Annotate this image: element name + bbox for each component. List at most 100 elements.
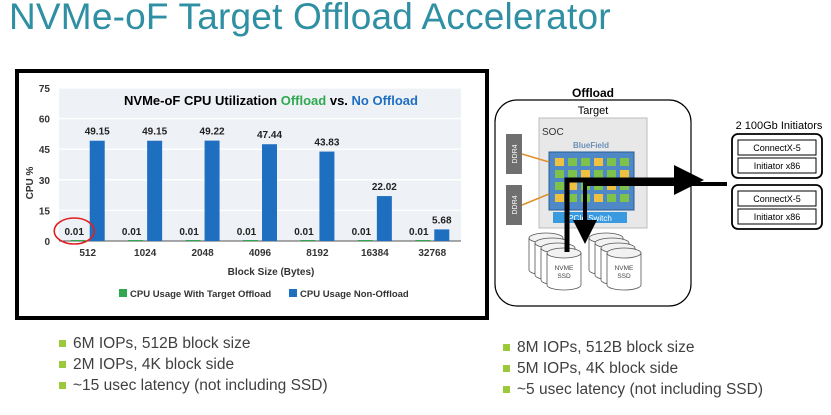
chart-panel: NVMe-oF CPU Utilization Offload vs. No O… bbox=[15, 69, 489, 320]
bar-offload bbox=[300, 240, 316, 241]
bullet-item: 8M IOPs, 512B block size bbox=[503, 337, 763, 358]
bullet-marker bbox=[503, 344, 510, 351]
soc-label: SOC bbox=[542, 127, 564, 138]
cpu-utilization-chart: NVMe-oF CPU Utilization Offload vs. No O… bbox=[25, 84, 461, 300]
x-tick-label: 1024 bbox=[134, 248, 157, 259]
legend-swatch bbox=[119, 289, 127, 297]
initiator-label: Initiator x86 bbox=[754, 212, 801, 222]
x-tick-label: 16384 bbox=[361, 248, 389, 259]
bullet-marker bbox=[59, 340, 66, 347]
legend-label: CPU Usage With Target Offload bbox=[130, 289, 271, 300]
svg-text:DDR4: DDR4 bbox=[512, 195, 519, 214]
chip-core bbox=[568, 194, 577, 202]
legend-label: CPU Usage Non-Offload bbox=[300, 289, 409, 300]
connectx-label: ConnectX-5 bbox=[753, 194, 801, 204]
chip-core bbox=[620, 158, 629, 166]
bullet-item: 2M IOPs, 4K block side bbox=[59, 354, 328, 375]
bar-non-offload bbox=[147, 140, 163, 241]
bar-offload bbox=[243, 240, 258, 241]
x-tick-label: 8192 bbox=[306, 248, 329, 259]
offload-bullet-list: 6M IOPs, 512B block size 2M IOPs, 4K blo… bbox=[59, 333, 328, 396]
initiator-node-2: ConnectX-5 Initiator x86 bbox=[731, 184, 823, 230]
chip-core bbox=[581, 170, 590, 178]
offload-architecture-diagram: Offload Target SOC BlueField PCIe Switch… bbox=[494, 86, 823, 307]
chip-core bbox=[555, 158, 564, 166]
ddr4-module-2: DDR4 bbox=[506, 185, 522, 225]
data-label: 22.02 bbox=[372, 182, 397, 193]
no-offload-bullet-list: 8M IOPs, 512B block size 5M IOPs, 4K blo… bbox=[503, 337, 763, 400]
x-tick-label: 32768 bbox=[418, 248, 446, 259]
pcie-switch-label: PCIe Switch bbox=[568, 214, 612, 223]
x-axis-label: Block Size (Bytes) bbox=[228, 267, 315, 278]
data-label: 49.22 bbox=[200, 127, 225, 138]
bar-offload bbox=[415, 240, 431, 241]
y-tick-label: 60 bbox=[39, 115, 51, 126]
ssd-label: NVME bbox=[615, 265, 634, 272]
chip-core bbox=[607, 170, 616, 178]
chip-core bbox=[555, 194, 564, 202]
chip-core bbox=[568, 158, 577, 166]
plot-area bbox=[59, 88, 461, 241]
bullet-marker bbox=[503, 365, 510, 372]
initiator-node-1: ConnectX-5 Initiator x86 bbox=[731, 133, 823, 179]
bar-non-offload bbox=[204, 140, 220, 241]
bullet-item: 5M IOPs, 4K block side bbox=[503, 358, 763, 379]
bar-non-offload bbox=[376, 196, 392, 241]
ddr4-module-1: DDR4 bbox=[506, 134, 522, 174]
bar-non-offload bbox=[262, 144, 277, 241]
data-label: 0.01 bbox=[237, 227, 257, 238]
data-path-arrow bbox=[564, 165, 704, 252]
initiators-title: 2 100Gb Initiators bbox=[736, 120, 823, 132]
bar-non-offload bbox=[89, 140, 105, 241]
data-label: 49.15 bbox=[142, 127, 167, 138]
y-axis-label: CPU % bbox=[25, 167, 36, 200]
data-label: 0.01 bbox=[179, 227, 199, 238]
bullet-marker bbox=[59, 361, 66, 368]
x-tick-label: 2048 bbox=[191, 248, 214, 259]
bar-offload bbox=[128, 240, 144, 241]
pcie-switch bbox=[553, 212, 627, 223]
y-tick-label: 45 bbox=[39, 145, 51, 156]
bar-offload bbox=[70, 240, 86, 241]
ssd-label: NVME bbox=[555, 265, 574, 272]
chip-core bbox=[555, 182, 564, 190]
legend-swatch bbox=[289, 289, 297, 297]
chip-core bbox=[594, 158, 603, 166]
svg-text:DDR4: DDR4 bbox=[512, 144, 519, 163]
ssd-label: SSD bbox=[617, 273, 631, 280]
initiator-label: Initiator x86 bbox=[754, 161, 801, 171]
slide-title: NVMe-oF Target Offload Accelerator bbox=[9, 0, 611, 37]
bullet-marker bbox=[503, 386, 510, 393]
y-tick-label: 75 bbox=[39, 84, 51, 95]
data-label: 0.01 bbox=[409, 227, 429, 238]
data-label: 0.01 bbox=[64, 227, 84, 238]
y-tick-label: 0 bbox=[44, 237, 50, 248]
data-label: 5.68 bbox=[432, 215, 452, 226]
data-label: 47.44 bbox=[257, 130, 282, 141]
highlight-circle bbox=[53, 217, 96, 245]
y-tick-label: 15 bbox=[39, 206, 51, 217]
chip-core bbox=[620, 194, 629, 202]
bar-non-offload bbox=[434, 229, 450, 241]
chip-core bbox=[594, 170, 603, 178]
chip-core bbox=[594, 194, 603, 202]
data-label: 0.01 bbox=[294, 227, 314, 238]
bullet-item: ~15 usec latency (not including SSD) bbox=[59, 375, 328, 396]
bluefield-label: BlueField bbox=[573, 141, 609, 150]
offload-title: Offload bbox=[572, 86, 614, 100]
data-label: 0.01 bbox=[122, 227, 142, 238]
x-tick-label: 512 bbox=[79, 248, 96, 259]
bar-offload bbox=[185, 240, 201, 241]
connectx-label: ConnectX-5 bbox=[753, 143, 801, 153]
chip-core bbox=[620, 170, 629, 178]
data-path-arrow-return bbox=[573, 182, 727, 244]
ssd-label: SSD bbox=[557, 273, 571, 280]
chip-core bbox=[555, 170, 564, 178]
bullet-item: 6M IOPs, 512B block size bbox=[59, 333, 328, 354]
chip-core bbox=[607, 194, 616, 202]
data-label: 0.01 bbox=[352, 227, 372, 238]
chip-core bbox=[581, 158, 590, 166]
